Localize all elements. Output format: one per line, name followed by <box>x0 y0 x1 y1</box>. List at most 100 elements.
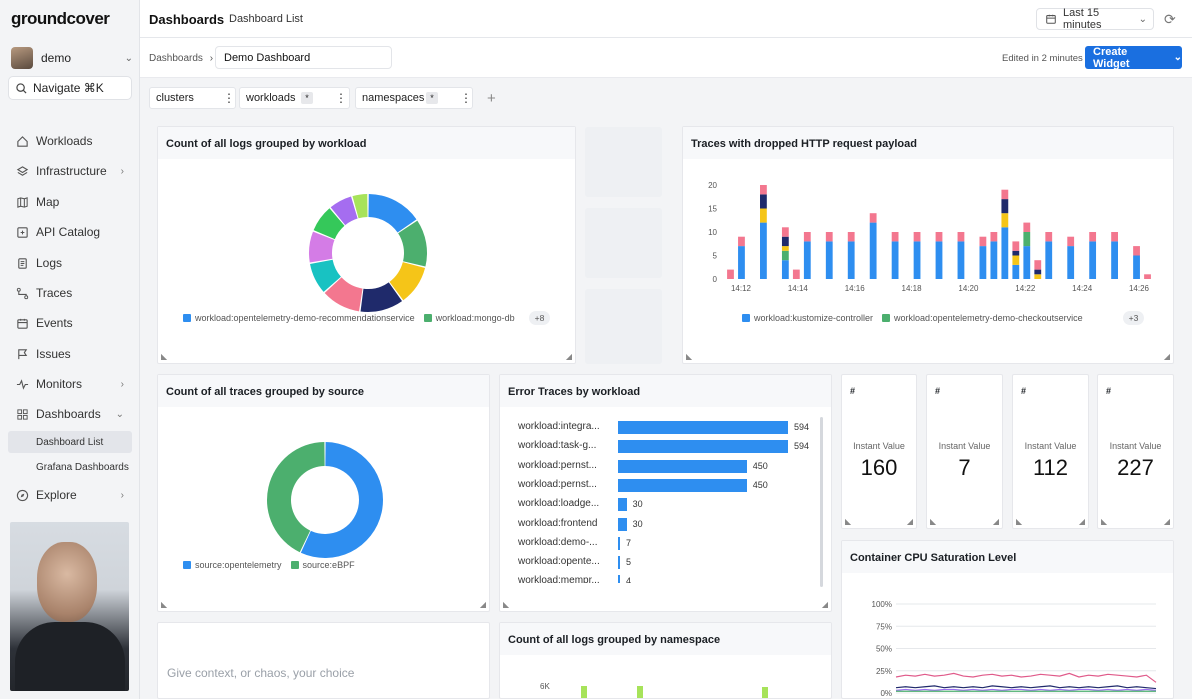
chart-bar[interactable] <box>618 498 627 512</box>
stacked-bar-chart: 0 5 10 15 20 14:12 14:14 14:16 14:18 14:20 14:22 14… <box>708 181 1151 293</box>
resize-handle-icon[interactable]: ◢ <box>992 517 999 526</box>
legend-label[interactable]: source:opentelemetry <box>195 560 282 570</box>
brand-logo[interactable]: groundcover <box>11 9 110 28</box>
sidebar-item-logs[interactable]: Logs <box>8 250 132 276</box>
dashboard-toolbar: Dashboards › Demo Dashboard Edited in 2 … <box>140 38 1192 78</box>
dashboard-name-input[interactable]: Demo Dashboard <box>215 46 392 69</box>
x-axis-tick: 14:26 <box>1129 284 1150 293</box>
text-widget-placeholder[interactable]: Give context, or chaos, your choice <box>167 666 355 680</box>
filter-clusters[interactable]: clusters ⋮ <box>149 87 236 109</box>
resize-handle-icon[interactable]: ◢ <box>479 600 486 609</box>
resize-handle-icon[interactable]: ◣ <box>845 517 852 526</box>
logs-icon <box>15 256 29 270</box>
legend-label[interactable]: workload:mongo-db <box>435 313 515 323</box>
chart-bar[interactable] <box>618 517 627 531</box>
chart-bar[interactable] <box>618 459 747 473</box>
resize-handle-icon[interactable]: ◣ <box>161 352 168 361</box>
chart-bar[interactable] <box>618 536 620 550</box>
chart-bar-segment <box>957 232 965 242</box>
resize-handle-icon[interactable]: ◣ <box>503 600 510 609</box>
chart-bar-segment <box>1012 264 1020 279</box>
widget-dropped-http[interactable]: Traces with dropped HTTP request payload… <box>682 126 1174 364</box>
widget-cpu-saturation[interactable]: Container CPU Saturation Level 100% 75% 50… <box>841 540 1174 699</box>
widget-stat[interactable]: # Instant Value 112 ◣ ◢ <box>1012 374 1089 529</box>
widget-text[interactable]: Give context, or chaos, your choice <box>157 622 490 699</box>
widget-stat[interactable]: # Instant Value 160 ◣ ◢ <box>841 374 917 529</box>
resize-handle-icon[interactable]: ◣ <box>686 352 693 361</box>
chart-bar-segment <box>825 241 833 279</box>
donut-chart <box>267 442 383 558</box>
resize-handle-icon[interactable]: ◢ <box>906 517 913 526</box>
resize-handle-icon[interactable]: ◣ <box>1016 517 1023 526</box>
legend-label[interactable]: workload:opentelemetry-demo-recommendati… <box>195 313 415 323</box>
widget-error-traces[interactable]: Error Traces by workload workload:integr… <box>499 374 832 612</box>
filter-workloads[interactable]: workloads * ⋮ <box>239 87 350 109</box>
navigate-label: Navigate ⌘K <box>33 81 104 95</box>
resize-handle-icon[interactable]: ◣ <box>930 517 937 526</box>
donut-slice <box>398 220 427 267</box>
legend-label[interactable]: workload:kustomize-controller <box>754 313 874 323</box>
chart-bar-segment <box>1045 232 1053 242</box>
filter-namespaces[interactable]: namespaces * ⋮ <box>355 87 473 109</box>
create-widget-button[interactable]: Create Widget ⌄ <box>1085 46 1182 70</box>
x-axis-tick: 14:20 <box>958 284 979 293</box>
widget-stat[interactable]: # Instant Value 227 ◣ ◢ <box>1097 374 1174 529</box>
legend-label[interactable]: workload:opentelemetry-demo-checkoutserv… <box>894 313 1083 323</box>
filter-value[interactable]: * <box>426 92 438 104</box>
widget-logs-by-namespace[interactable]: Count of all logs grouped by namespace 6… <box>499 622 832 699</box>
more-icon[interactable]: ⋮ <box>335 91 347 105</box>
bar-value-label: 30 <box>632 518 643 529</box>
widget-stat[interactable]: # Instant Value 7 ◣ ◢ <box>926 374 1003 529</box>
chart-bar[interactable] <box>618 478 747 492</box>
scrollbar[interactable] <box>820 417 823 587</box>
tab-dashboard-list[interactable]: Dashboard List <box>229 13 303 25</box>
resize-handle-icon[interactable]: ◣ <box>161 600 168 609</box>
sidebar-item-explore[interactable]: Explore › <box>8 482 132 508</box>
resize-handle-icon[interactable]: ◢ <box>1078 517 1085 526</box>
chart-bar[interactable] <box>618 575 620 583</box>
chart-bar-segment <box>990 241 998 279</box>
add-filter-icon[interactable]: + <box>487 90 496 107</box>
sidebar-item-traces[interactable]: Traces <box>8 280 132 306</box>
filter-value[interactable]: * <box>301 92 313 104</box>
y-axis-tick: 100% <box>872 600 892 609</box>
chart-bar-segment <box>979 236 987 247</box>
donut-chart <box>309 194 427 312</box>
resize-handle-icon[interactable]: ◢ <box>821 600 828 609</box>
y-axis-tick: 6K <box>540 682 550 691</box>
resize-handle-icon[interactable]: ◢ <box>565 352 572 361</box>
widget-logs-by-workload[interactable]: Count of all logs grouped by workload wo… <box>157 126 576 364</box>
chart-bar[interactable] <box>618 421 788 434</box>
resize-handle-icon[interactable]: ◢ <box>1163 517 1170 526</box>
chart-bar <box>762 687 768 698</box>
sidebar-item-infrastructure[interactable]: Infrastructure › <box>8 158 132 184</box>
sidebar-item-map[interactable]: Map <box>8 189 132 215</box>
sidebar-subitem-dashboard-list[interactable]: Dashboard List <box>8 431 132 453</box>
user-switcher[interactable]: demo ⌄ <box>11 46 133 70</box>
sidebar-item-issues[interactable]: Issues <box>8 341 132 367</box>
breadcrumb[interactable]: Dashboards › <box>149 53 213 64</box>
widget-title: Count of all traces grouped by source <box>166 386 365 398</box>
refresh-icon[interactable]: ⟳ <box>1164 11 1176 27</box>
donut-slice <box>310 259 341 292</box>
sidebar-item-events[interactable]: Events <box>8 310 132 336</box>
chart-bar[interactable] <box>618 440 788 454</box>
more-icon[interactable]: ⋮ <box>460 91 472 105</box>
chart-bar[interactable] <box>618 556 620 570</box>
bar-value-label: 30 <box>632 499 643 510</box>
legend-more-badge[interactable]: +3 <box>1122 311 1145 325</box>
sidebar-item-dashboards[interactable]: Dashboards ⌄ <box>8 401 132 427</box>
resize-handle-icon[interactable]: ◣ <box>1101 517 1108 526</box>
more-icon[interactable]: ⋮ <box>223 91 235 105</box>
legend-label[interactable]: source:eBPF <box>302 560 355 570</box>
sidebar-item-workloads[interactable]: Workloads <box>8 128 132 154</box>
resize-handle-icon[interactable]: ◢ <box>1163 352 1170 361</box>
sidebar-item-api-catalog[interactable]: API Catalog <box>8 219 132 245</box>
navigate-search[interactable]: Navigate ⌘K <box>8 76 132 100</box>
sidebar-item-monitors[interactable]: Monitors › <box>8 371 132 397</box>
sidebar-subitem-grafana-dashboards[interactable]: Grafana Dashboards <box>36 461 129 473</box>
time-range-picker[interactable]: Last 15 minutes ⌄ <box>1036 7 1154 31</box>
chevron-right-icon: › <box>120 489 124 501</box>
legend-more-badge[interactable]: +8 <box>528 311 551 325</box>
widget-traces-by-source[interactable]: Count of all traces grouped by source so… <box>157 374 490 612</box>
